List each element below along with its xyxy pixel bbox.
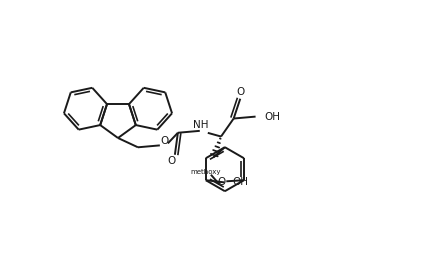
Text: OH: OH bbox=[265, 111, 280, 122]
Text: NH: NH bbox=[193, 120, 208, 130]
Text: O: O bbox=[217, 177, 225, 187]
Text: OH: OH bbox=[233, 177, 249, 187]
Text: methoxy: methoxy bbox=[191, 169, 221, 175]
Text: O: O bbox=[161, 136, 169, 146]
Text: O: O bbox=[236, 87, 245, 97]
Text: O: O bbox=[168, 156, 176, 166]
